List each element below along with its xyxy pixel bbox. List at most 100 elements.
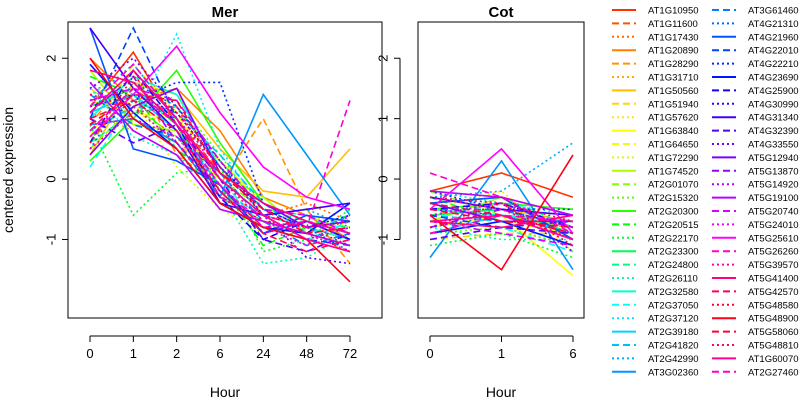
cot-x-tick-label: 1: [498, 346, 505, 361]
cot-y-tick-label: -1: [375, 234, 390, 246]
legend-label: AT4G21310: [748, 19, 799, 30]
legend-label: AT5G19100: [748, 193, 799, 204]
legend-label: AT3G02360: [648, 367, 699, 378]
cot-series-line: [429, 214, 574, 229]
legend-label: AT1G63840: [648, 126, 699, 137]
cot-series-line: [429, 190, 574, 217]
cot-y-tick-label: 2: [375, 55, 390, 62]
legend-label: AT4G33550: [748, 140, 799, 151]
legend-label: AT2G15320: [648, 193, 699, 204]
legend-label: AT2G24800: [648, 260, 699, 271]
mer-series-line: [89, 75, 351, 241]
legend-label: AT4G22010: [748, 46, 799, 57]
cot-x-axis: 0 1 6: [426, 335, 577, 361]
cot-series-line: [429, 208, 574, 229]
mer-y-tick-label: 0: [43, 175, 58, 182]
mer-title: Mer: [212, 4, 239, 21]
mer-series-line: [89, 93, 351, 235]
legend-label: AT2G37050: [648, 300, 699, 311]
legend-label: AT4G31340: [748, 113, 799, 124]
legend-label: AT2G32580: [648, 287, 699, 298]
legend-label: AT1G11600: [648, 19, 698, 30]
mer-series-lines: [89, 26, 351, 283]
mer-series-line: [89, 124, 351, 253]
cot-series-line: [429, 147, 574, 234]
cot-series-line: [429, 208, 574, 229]
legend-label: AT3G61460: [748, 6, 799, 17]
cot-title: Cot: [489, 4, 514, 21]
mer-series-line: [89, 69, 351, 253]
mer-y-tick-label: -1: [43, 234, 58, 246]
legend-label: AT4G25900: [748, 86, 799, 97]
legend-label: AT2G20300: [648, 207, 699, 218]
legend-label: AT2G39180: [648, 327, 699, 338]
cot-series-line: [429, 202, 574, 253]
cot-series-lines: [429, 142, 574, 277]
legend-label: AT2G22170: [648, 233, 699, 244]
legend-label: AT4G32390: [748, 126, 799, 137]
mer-x-axis: 0 1 2 6 24 48 72: [86, 335, 357, 361]
mer-series-line: [89, 87, 351, 265]
cot-series-line: [429, 196, 574, 223]
legend-label: AT5G24010: [748, 220, 799, 231]
mer-x-tick-label: 2: [173, 346, 180, 361]
y-axis-label: centered expression: [0, 107, 16, 233]
legend-label: AT2G20515: [648, 220, 699, 231]
legend-label: AT5G41400: [748, 274, 799, 285]
cot-y-tick-label: 1: [375, 115, 390, 122]
cot-series-line: [429, 154, 574, 271]
mer-x-tick-label: 1: [130, 346, 137, 361]
legend-label: AT5G58060: [748, 327, 799, 338]
legend-label: AT5G14920: [748, 180, 799, 191]
mer-panel: Mer 0 1 2 6 24 48 72 -1 0 1 2 Hour centered expre…: [0, 4, 383, 400]
legend-label: AT5G48580: [748, 300, 799, 311]
mer-y-axis: -1 0 1 2: [43, 55, 69, 246]
legend-label: AT5G42570: [748, 287, 799, 298]
legend-label: AT1G31710: [648, 73, 699, 84]
legend-label: AT5G25610: [748, 233, 799, 244]
legend-label: AT1G57620: [648, 113, 699, 124]
legend-label: AT1G51940: [648, 99, 699, 110]
mer-y-tick-label: 2: [43, 55, 58, 62]
cot-series-line: [429, 172, 574, 235]
legend-label: AT2G42990: [648, 354, 699, 365]
cot-series-line: [429, 226, 573, 241]
legend-label: AT1G60070: [748, 354, 799, 365]
mer-x-axis-label: Hour: [210, 384, 241, 400]
legend-label: AT2G01070: [648, 180, 699, 191]
legend-label: AT1G72290: [648, 153, 699, 164]
legend-label: AT1G20890: [648, 46, 699, 57]
cot-panel: Cot 0 1 6 -1 0 1 2 Hour: [375, 4, 585, 400]
legend-label: AT2G26110: [648, 274, 698, 285]
legend-label: AT5G20740: [748, 207, 799, 218]
legend-label: AT1G17430: [648, 32, 699, 43]
legend-label: AT2G41820: [648, 341, 699, 352]
cot-series-line: [429, 142, 574, 198]
cot-series-line: [429, 196, 574, 217]
legend-label: AT1G64650: [648, 140, 699, 151]
legend-label: AT5G12940: [748, 153, 799, 164]
cot-series-line: [429, 214, 574, 241]
cot-x-tick-label: 6: [569, 346, 576, 361]
legend-label: AT4G30990: [748, 99, 799, 110]
legend-label: AT5G48810: [748, 341, 799, 352]
mer-x-tick-label: 48: [299, 346, 313, 361]
cot-series-line: [429, 190, 574, 229]
mer-x-tick-label: 24: [256, 346, 270, 361]
cot-plot-frame: [417, 21, 585, 319]
mer-x-tick-label: 72: [343, 346, 357, 361]
cot-y-tick-label: 0: [375, 175, 390, 182]
legend-label: AT1G28290: [648, 59, 699, 70]
cot-series-line: [429, 172, 574, 198]
mer-x-tick-label: 0: [86, 346, 93, 361]
mer-series-line: [89, 87, 351, 235]
cot-x-axis-label: Hour: [486, 384, 517, 400]
legend-label: AT4G23690: [748, 73, 799, 84]
legend: AT1G10950 AT1G11600 AT1G17430 AT1G20890 AT1G…: [612, 6, 799, 378]
legend-label: AT1G74520: [648, 166, 699, 177]
legend-label: AT4G21960: [748, 32, 799, 43]
mer-series-line: [89, 93, 351, 247]
cot-x-tick-label: 0: [426, 346, 433, 361]
legend-label: AT5G13870: [748, 166, 799, 177]
